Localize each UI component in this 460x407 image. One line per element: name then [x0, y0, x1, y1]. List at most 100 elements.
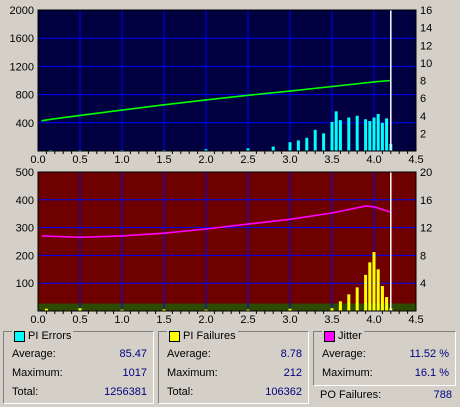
pi-errors-title: PI Errors — [28, 330, 72, 342]
chart2-series1-point — [348, 208, 350, 211]
chart1-series2-bar — [322, 133, 326, 151]
chart2-series2-bar — [338, 301, 342, 311]
chart1-series2-bar — [368, 121, 372, 151]
pi-failures-panel: PI Failures Average: 8.78 Maximum: 212 T… — [158, 330, 309, 404]
chart1-series1-point — [121, 109, 123, 111]
chart2-series2-bar — [364, 274, 368, 311]
chart1-x-tick-label: 3.0 — [282, 154, 297, 166]
chart1-y-right-tick-label: 8 — [420, 76, 426, 88]
chart1-x-tick-label: 4.0 — [366, 154, 381, 166]
chart2-series1-point — [163, 232, 165, 234]
chart2-series2-bar — [44, 308, 48, 311]
chart2-y-left-tick-label: 300 — [16, 223, 34, 235]
chart2-plot-background — [38, 172, 416, 311]
chart2-x-tick-label: 3.5 — [324, 314, 339, 326]
chart2-y-right-tick-label: 16 — [420, 195, 432, 207]
chart2-series2-bar — [246, 309, 250, 311]
chart2-series1-point — [373, 205, 375, 208]
pi-errors-panel: PI Errors Average: 85.47 Maximum: 1017 T… — [3, 330, 154, 404]
chart1-series2-bar — [355, 115, 359, 151]
chart1-y-left-tick-label: 400 — [16, 118, 34, 130]
chart1-series1-point — [247, 94, 249, 97]
pi-errors-average: 85.47 — [119, 348, 147, 360]
chart2-series2-bar — [120, 309, 124, 311]
chart2-series1-point — [381, 208, 384, 211]
chart2-x-tick-label: 4.5 — [408, 314, 423, 326]
chart2-series2-bar — [380, 285, 384, 311]
chart2-x-tick-label: 3.0 — [282, 314, 297, 326]
chart1-y-right-tick-label: 14 — [420, 23, 432, 35]
pi-failures-maximum-label: Maximum: — [167, 367, 218, 379]
chart1-series1-point — [79, 114, 81, 117]
jitter-average-label: Average: — [322, 348, 366, 360]
chart2-y-right-tick-label: 20 — [420, 167, 432, 179]
chart1-series2-bar — [313, 129, 317, 151]
chart1-series1-point — [331, 85, 333, 88]
pi-failures-swatch — [169, 330, 180, 342]
chart1-series2-bar — [271, 146, 275, 151]
chart1-series1-point — [373, 81, 375, 83]
chart1-x-tick-label: 0.5 — [72, 154, 87, 166]
chart1-x-tick-label: 1.5 — [156, 154, 171, 166]
pi-failures-total: 106362 — [265, 386, 302, 398]
pi-errors-maximum-label: Maximum: — [12, 367, 63, 379]
chart2-series1-point — [247, 223, 249, 225]
pi-errors-swatch — [14, 330, 25, 342]
chart2-series2-bar — [162, 309, 166, 311]
chart1-series2-bar — [330, 121, 334, 151]
chart2-y-left-tick-label: 500 — [16, 167, 34, 179]
chart1-series2-bar — [380, 122, 384, 151]
chart1-x-tick-label: 2.0 — [198, 154, 213, 166]
chart2-series1-point — [79, 236, 81, 239]
pi-errors-total: 1256381 — [104, 386, 147, 398]
chart2-series2-bar — [376, 269, 380, 311]
chart2-x-tick-label: 1.5 — [156, 314, 171, 326]
chart1-x-tick-label: 0.0 — [30, 154, 45, 166]
chart1-x-tick-label: 1.0 — [114, 154, 129, 166]
pi-failures-average-label: Average: — [167, 348, 211, 360]
chart1-y-right-tick-label: 12 — [420, 40, 432, 52]
jitter-swatch — [324, 330, 335, 342]
chart1-x-tick-label: 2.5 — [240, 154, 255, 166]
chart1-series2-bar — [338, 120, 342, 151]
chart1-series2-bar — [372, 117, 376, 151]
chart1-series2-bar — [305, 137, 309, 151]
chart1-y-left-tick-label: 1200 — [10, 61, 34, 73]
chart2-y-left-tick-label: 200 — [16, 250, 34, 262]
chart2-series1-point — [331, 212, 333, 214]
chart2-y-right-tick-label: 8 — [420, 250, 426, 262]
po-failures-label: PO Failures: — [320, 389, 382, 401]
chart1-y-left-tick-label: 1600 — [10, 33, 34, 45]
chart2-series2-bar — [78, 308, 82, 311]
chart1-series2-bar — [334, 111, 338, 151]
chart2-x-tick-label: 2.0 — [198, 314, 213, 326]
pi-failures-title: PI Failures — [183, 330, 236, 342]
chart2-frame — [37, 171, 417, 312]
chart2-series2-bar — [204, 309, 208, 311]
chart2-lower-band — [38, 303, 416, 311]
chart2-y-left-tick-label: 100 — [16, 278, 34, 290]
chart1-series2-bar — [347, 117, 351, 151]
jitter-title: Jitter — [338, 330, 362, 342]
chart2-plot: 0.0 0.5 1.0 1.5 2.0 2.5 3.0 3.5 4.0 4.5 500 400 300 2… — [16, 167, 433, 326]
jitter-maximum: 16.1 % — [414, 367, 449, 379]
chart1-y-right-tick-label: 2 — [420, 128, 426, 140]
chart1-frame — [37, 9, 417, 152]
chart2-series2-bar — [347, 294, 351, 311]
chart1-y-right-tick-label: 4 — [420, 111, 426, 123]
chart2-y-right-tick-label: 4 — [420, 278, 426, 290]
chart2-x-tick-label: 1.0 — [114, 314, 129, 326]
pi-failures-total-label: Total: — [167, 386, 194, 398]
chart2-x-tick-label: 0.5 — [72, 314, 87, 326]
chart1-y-left-tick-label: 800 — [16, 90, 34, 102]
po-failures-row: PO Failures: 788 — [320, 389, 452, 401]
chart1-series1-point — [41, 119, 43, 122]
chart1-series2-bar — [288, 142, 292, 151]
chart2-series2-bar — [368, 262, 372, 311]
chart1-series1-point — [289, 90, 291, 92]
chart1-y-right-tick-label: 6 — [420, 93, 426, 105]
chart1-series1-point — [163, 104, 165, 106]
chart1-series2-bar — [376, 113, 380, 151]
chart2-series1-point — [121, 235, 123, 237]
chart2-series2-bar — [372, 252, 376, 311]
